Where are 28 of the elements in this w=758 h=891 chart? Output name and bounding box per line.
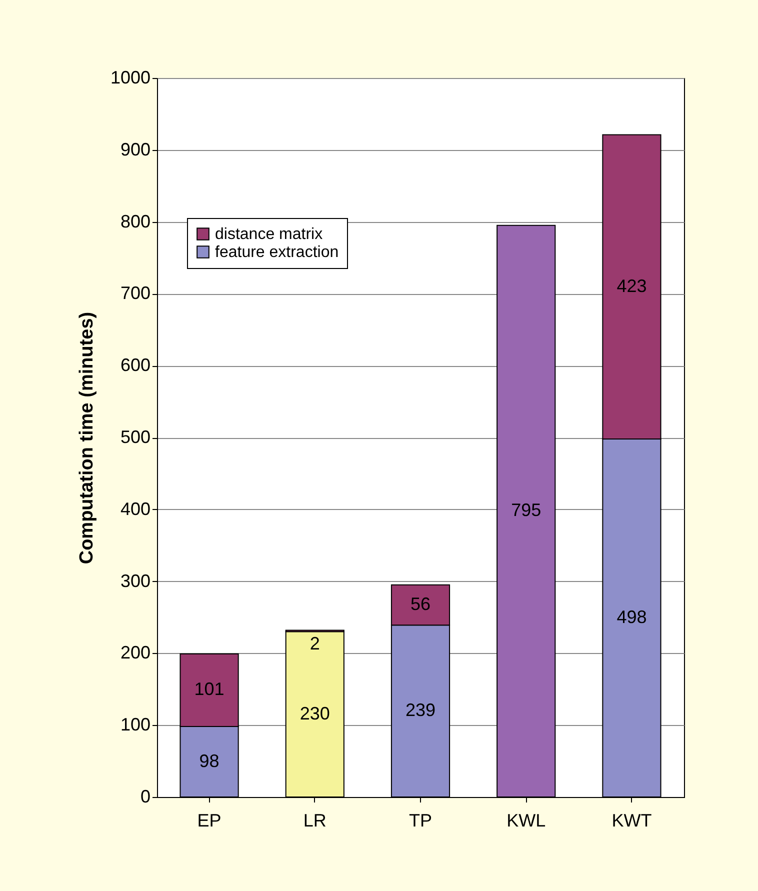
data-label: 239 <box>405 700 436 720</box>
x-tick-label: EP <box>197 810 222 830</box>
data-label: 795 <box>511 500 542 520</box>
data-label: 423 <box>616 276 647 296</box>
legend-label: feature extraction <box>215 244 339 261</box>
x-tick-label: KWL <box>506 810 546 830</box>
y-tick-label: 900 <box>120 139 150 160</box>
y-tick-label: 200 <box>120 642 150 663</box>
y-tick-label: 600 <box>120 355 150 376</box>
y-tick-label: 400 <box>120 498 150 519</box>
y-axis-title: Computation time (minutes) <box>76 312 98 564</box>
x-tick-label: TP <box>408 810 432 830</box>
data-label: 230 <box>300 703 330 724</box>
data-label: 101 <box>194 679 224 700</box>
x-tick-label: KWT <box>612 810 652 830</box>
data-label: 56 <box>410 594 431 614</box>
y-tick-label: 300 <box>120 570 150 591</box>
y-tick-label: 0 <box>140 786 150 806</box>
y-tick-label: 100 <box>120 714 150 735</box>
legend-label: distance matrix <box>215 226 323 243</box>
y-tick-label: 500 <box>120 427 150 447</box>
y-tick-label: 1000 <box>110 68 150 88</box>
data-label: 98 <box>199 750 220 771</box>
data-label: 2 <box>310 634 320 654</box>
x-tick-label: LR <box>303 810 326 830</box>
data-label: 498 <box>616 606 647 627</box>
y-tick-label: 800 <box>120 211 150 232</box>
y-tick-label: 700 <box>120 283 150 304</box>
